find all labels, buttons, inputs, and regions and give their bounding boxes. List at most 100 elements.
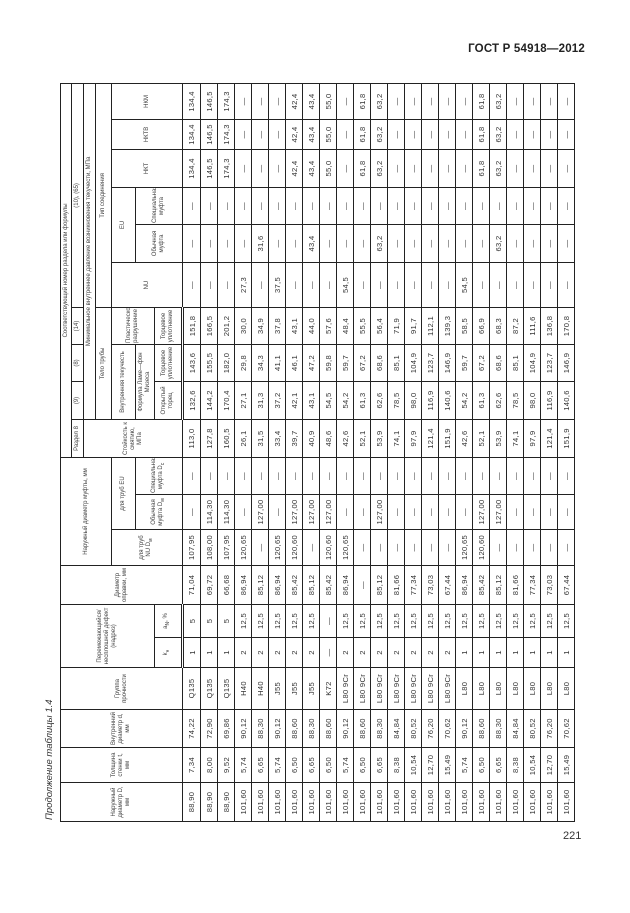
table-cell: 12,5 <box>557 604 575 638</box>
table-cell: 127,00 <box>285 494 303 530</box>
table-cell: 68,3 <box>489 307 507 345</box>
table-cell: 146,5 <box>200 83 218 120</box>
table-cell: 127,00 <box>251 494 269 530</box>
table-cell: — <box>557 457 575 495</box>
table-cell: 85,12 <box>302 565 320 605</box>
table-cell: 174,3 <box>217 119 235 150</box>
table-cell: — <box>251 529 269 566</box>
table-cell: 74,22 <box>182 709 201 748</box>
table-cell: 9,52 <box>217 747 235 783</box>
table-cell: 146,9 <box>438 344 456 382</box>
table-cell: — <box>319 224 337 263</box>
table-cell: — <box>234 457 252 495</box>
table-cell: J55 <box>268 667 286 710</box>
header-collapse: Стойкость к смятию, МПа <box>83 419 183 458</box>
table-cell: 12,5 <box>506 604 524 638</box>
header-lame-formula: Формула Ламе—фон Мизеса <box>135 344 155 420</box>
table-cell: 12,70 <box>540 747 558 783</box>
table-cell: 67,44 <box>557 565 575 605</box>
table-cell: — <box>404 83 422 120</box>
table-cell: 77,34 <box>523 565 541 605</box>
table-cell: 1 <box>455 637 473 668</box>
table-cell: H40 <box>234 667 252 710</box>
table-cell: 12,5 <box>421 604 439 638</box>
table-cell: J55 <box>285 667 303 710</box>
table-cell: 6,50 <box>353 747 371 783</box>
table-cell: 101,60 <box>370 782 388 822</box>
coupling-special-sub: с <box>160 462 167 466</box>
table-cell: 182,0 <box>217 344 235 382</box>
table-cell: — <box>506 187 524 225</box>
table-cell: 12,5 <box>540 604 558 638</box>
table-cell: — <box>472 262 490 308</box>
table-cell: — <box>421 83 439 120</box>
table-cell: 62,6 <box>370 381 388 420</box>
table-cell: 132,6 <box>182 381 201 420</box>
table-cell: 201,2 <box>217 307 235 345</box>
table-cell: L80 9Cr <box>387 667 405 710</box>
table-cell: 54,5 <box>455 262 473 308</box>
table-cell: 8,38 <box>506 747 524 783</box>
table-cell: — <box>404 187 422 225</box>
table-cell: 85,42 <box>472 565 490 605</box>
table-cell: 66,9 <box>472 307 490 345</box>
table-cell: — <box>523 83 541 120</box>
table-cell: — <box>268 119 286 150</box>
table-row: 101,60 5,74 90,12 J55 2 12,5 86,94 120,65— —33,4… <box>268 83 286 822</box>
table-cell: L80 <box>506 667 524 710</box>
table-row: 101,60 8,38 84,84 L80 1 12,5 81,66— — —74,1 78,5 8… <box>506 83 524 822</box>
header-connection-type: Тип соединения <box>95 83 112 308</box>
table-cell: 2 <box>268 637 286 668</box>
table-cell: — <box>438 224 456 263</box>
table-cell: 86,94 <box>268 565 286 605</box>
table-cell: 43,1 <box>302 381 320 420</box>
table-cell: — <box>557 149 575 188</box>
table-cell: — <box>506 224 524 263</box>
table-cell: — <box>387 494 405 530</box>
table-cell: 31,5 <box>251 419 269 458</box>
table-cell: — <box>489 529 507 566</box>
table-cell: — <box>285 457 303 495</box>
table-cell: 1 <box>523 637 541 668</box>
table-cell: 54,2 <box>455 381 473 420</box>
table-cell: — <box>387 187 405 225</box>
table-cell: 146,9 <box>557 344 575 382</box>
table-cell: — <box>506 529 524 566</box>
header-conn-nktv: НКТВ <box>111 119 183 150</box>
table-cell: 61,3 <box>353 381 371 420</box>
table-cell: — <box>353 262 371 308</box>
table-cell: — <box>336 457 354 495</box>
table-cell: 68,6 <box>489 344 507 382</box>
table-cell: 6,65 <box>251 747 269 783</box>
table-cell: — <box>438 187 456 225</box>
table-cell: 61,8 <box>353 119 371 150</box>
table-row: 101,60 15,49 70,62 L80 9Cr 2 12,5 67,44— — —151,… <box>438 83 456 822</box>
table-row: 101,60 5,74 90,12 L80 1 12,5 86,94 120,65— —42,6… <box>455 83 473 822</box>
table-cell: 12,70 <box>421 747 439 783</box>
table-cell: — <box>234 187 252 225</box>
table-row: 101,60 10,54 80,52 L80 9Cr 2 12,5 77,34— — —97,9… <box>404 83 422 822</box>
table-cell: — <box>455 187 473 225</box>
table-cell: 1 <box>182 637 201 668</box>
table-cell: — <box>438 457 456 495</box>
table-cell: 12,5 <box>489 604 507 638</box>
table-cell: — <box>523 149 541 188</box>
table-cell: 1 <box>489 637 507 668</box>
table-cell: 10,54 <box>523 747 541 783</box>
table-cell: — <box>234 83 252 120</box>
table-cell: 85,12 <box>489 565 507 605</box>
table-cell: 58,5 <box>455 307 473 345</box>
table-cell: 66,68 <box>217 565 235 605</box>
table-cell: 85,1 <box>506 344 524 382</box>
table-cell: — <box>404 494 422 530</box>
table-cell: 139,3 <box>438 307 456 345</box>
table-cell: — <box>557 119 575 150</box>
header-mandrel: Диаметр оправки, мм <box>60 565 183 605</box>
table-cell: 151,8 <box>182 307 201 345</box>
table-row: 88,90 8,00 72,90 Q135 1 5 69,72 108,00 114,30—12… <box>200 83 218 822</box>
header-plastic-failure: Пластическое разрушение <box>111 307 155 345</box>
table-cell: 120,65 <box>234 529 252 566</box>
header-coupling-special: Специальная муфта Dс <box>135 457 183 495</box>
table-cell: — <box>540 119 558 150</box>
table-cell: 127,00 <box>302 494 320 530</box>
